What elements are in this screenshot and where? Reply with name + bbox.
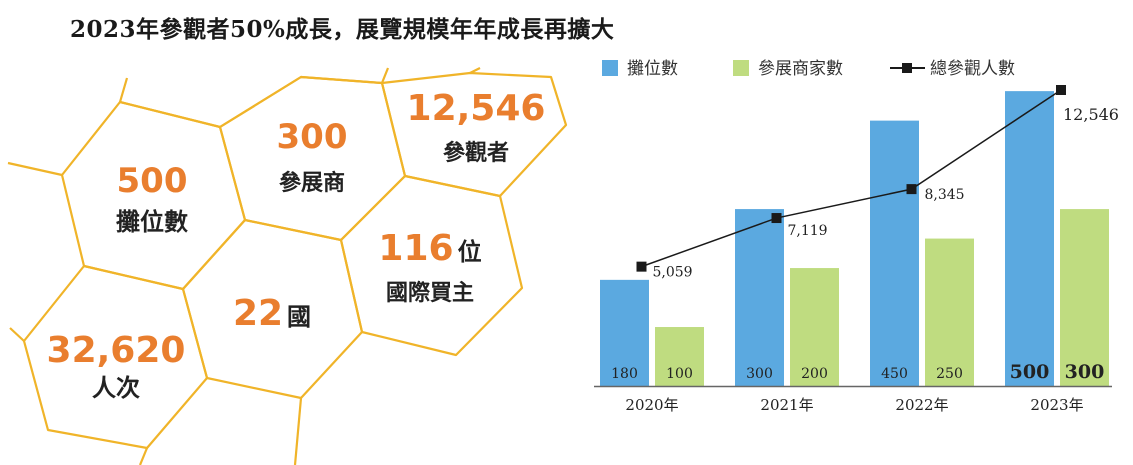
booths-label: 攤位數: [116, 208, 188, 236]
visitor-point-3: [1056, 85, 1066, 95]
attendance-label: 人次: [92, 374, 140, 402]
x-tick-label: 2022年: [895, 396, 948, 414]
chart-bars: [600, 91, 1109, 386]
bar-exhibitors-2: [925, 238, 974, 386]
legend-swatch-booths: [602, 60, 618, 76]
visitors-value: 12,546: [407, 88, 546, 129]
bar-value-label: 200: [801, 366, 828, 382]
visitor-line-series: 5,059 7,119 8,345 12,546: [636, 85, 1119, 281]
bar-booths-1: [735, 209, 784, 386]
x-tick-label: 2020年: [625, 396, 678, 414]
page-title: 2023年參觀者50%成長，展覽規模年年成長再擴大: [70, 16, 615, 43]
buyers-value: 116 位: [378, 228, 481, 269]
bar-value-label: 500: [1010, 361, 1050, 383]
visitor-line: [641, 89, 1062, 268]
bar-value-labels: 180 100 300 200 450 250 500 300: [611, 361, 1104, 383]
legend-label-booths: 攤位數: [627, 59, 678, 79]
stat-suffix: 國: [287, 303, 311, 331]
visitor-value-label: 7,119: [788, 223, 828, 239]
exhibitors-value: 300: [277, 117, 348, 157]
bar-booths-3: [1005, 91, 1054, 386]
exhibitors-label: 參展商: [279, 170, 345, 196]
bar-value-label: 100: [666, 366, 693, 382]
hex-edge: [469, 67, 481, 74]
stat-number: 22: [233, 293, 283, 334]
visitor-value-label: 8,345: [925, 187, 965, 203]
bar-value-label: 250: [936, 366, 963, 382]
hex-edge: [9, 327, 25, 342]
visitor-point-2: [906, 184, 917, 195]
hex-edge: [138, 447, 149, 465]
bar-value-label: 300: [1065, 361, 1105, 383]
hex-edge: [7, 161, 63, 177]
bar-value-label: 300: [746, 366, 773, 382]
stat-number: 32,620: [47, 330, 186, 371]
x-axis: 2020年 2021年 2022年 2023年: [594, 385, 1112, 414]
x-tick-label: 2023年: [1030, 396, 1083, 414]
stat-number: 116: [378, 228, 453, 269]
bar-exhibitors-1: [790, 268, 839, 386]
stat-number: 12,546: [407, 88, 546, 129]
legend-swatch-exhibitors: [733, 60, 749, 76]
hex-edge: [293, 397, 303, 465]
bar-exhibitors-3: [1060, 209, 1109, 386]
visitors-label: 參觀者: [443, 140, 509, 166]
visitor-value-label: 12,546: [1063, 105, 1119, 124]
visitor-point-0: [636, 261, 647, 272]
legend-label-visitors: 總參觀人數: [930, 59, 1015, 79]
bar-booths-2: [870, 120, 919, 386]
bar-value-label: 180: [611, 366, 638, 382]
countries-value: 22 國: [233, 293, 311, 334]
visitor-point-1: [771, 213, 782, 224]
stat-number: 300: [277, 117, 348, 157]
booths-value: 500: [117, 161, 188, 201]
chart-legend: 攤位數 參展商家數 總參觀人數: [602, 59, 1015, 79]
attendance-value: 32,620: [47, 330, 186, 371]
stat-number: 500: [117, 161, 188, 201]
buyers-label: 國際買主: [386, 280, 474, 306]
x-tick-label: 2021年: [760, 396, 813, 414]
bar-value-label: 450: [881, 366, 908, 382]
visitor-value-label: 5,059: [653, 265, 693, 281]
bar-booths-0: [600, 279, 649, 386]
legend-label-exhibitors: 參展商家數: [758, 59, 843, 79]
bar-exhibitors-0: [655, 327, 704, 386]
stat-suffix: 位: [458, 238, 482, 266]
legend-marker-visitors: [902, 63, 912, 73]
